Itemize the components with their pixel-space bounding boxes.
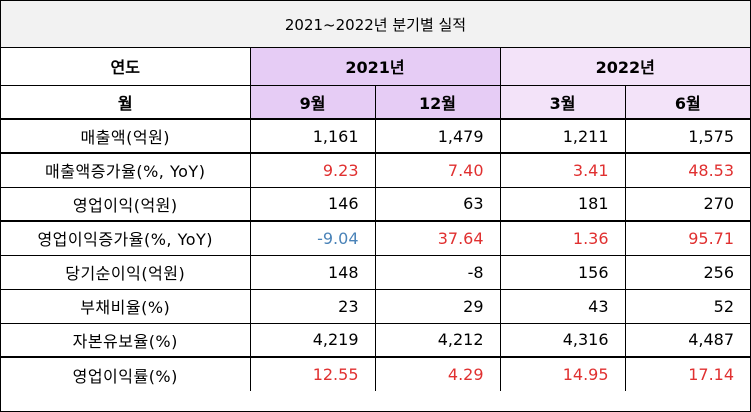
row-label: 당기순이익(억원) [1,254,251,290]
table-cell: 1,479 [374,118,501,154]
table-cell: -8 [374,254,501,290]
row-label: 부채비율(%) [1,288,251,324]
table-cell: 95.71 [624,220,751,256]
table-cell: 1,161 [249,118,376,154]
month-header-row: 월 9월 12월 3월 6월 [1,84,751,120]
table-row: 당기순이익(억원) 148 -8 156 256 [1,254,751,290]
table-title: 2021~2022년 분기별 실적 [1,1,750,48]
table-cell: 4,219 [249,322,376,358]
table-row: 부채비율(%) 23 29 43 52 [1,288,751,324]
row-label: 매출액(억원) [1,118,251,154]
table-row: 자본유보율(%) 4,219 4,212 4,316 4,487 [1,322,751,358]
month-label: 월 [1,84,251,120]
table-cell: 14.95 [499,356,626,391]
table-cell: 181 [499,186,626,222]
table-cell: 256 [624,254,751,290]
row-label: 영업이익률(%) [1,356,251,391]
row-label: 매출액증가율(%, YoY) [1,152,251,188]
table-cell: 17.14 [624,356,751,391]
month-header: 12월 [374,84,501,120]
table-cell: 4,487 [624,322,751,358]
table-cell: 43 [499,288,626,324]
table-cell: 4,212 [374,322,501,358]
table-cell: 156 [499,254,626,290]
table-row: 영업이익증가율(%, YoY) -9.04 37.64 1.36 95.71 [1,220,751,256]
table-row: 영업이익률(%) 12.55 4.29 14.95 17.14 [1,356,751,391]
year-2021-header: 2021년 [249,48,501,86]
table-cell: 48.53 [624,152,751,188]
table-row: 매출액(억원) 1,161 1,479 1,211 1,575 [1,118,751,154]
table-cell: 63 [374,186,501,222]
month-header: 3월 [499,84,626,120]
month-header: 9월 [249,84,376,120]
table-cell: 37.64 [374,220,501,256]
table-cell: 4,316 [499,322,626,358]
table-cell: 1,211 [499,118,626,154]
table-cell: 52 [624,288,751,324]
row-label: 영업이익(억원) [1,186,251,222]
row-label: 자본유보율(%) [1,322,251,358]
year-header-row: 연도 2021년 2022년 [1,48,751,86]
table-cell: -9.04 [249,220,376,256]
year-2022-header: 2022년 [499,48,751,86]
table-cell: 29 [374,288,501,324]
month-header: 6월 [624,84,751,120]
table-row: 매출액증가율(%, YoY) 9.23 7.40 3.41 48.53 [1,152,751,188]
table-cell: 146 [249,186,376,222]
table-cell: 12.55 [249,356,376,391]
row-label: 영업이익증가율(%, YoY) [1,220,251,256]
table-cell: 1,575 [624,118,751,154]
table-row: 영업이익(억원) 146 63 181 270 [1,186,751,222]
quarterly-results-table: 연도 2021년 2022년 월 9월 12월 3월 6월 매출액(억원) 1,… [1,48,751,391]
table-cell: 7.40 [374,152,501,188]
table-cell: 148 [249,254,376,290]
year-label: 연도 [1,48,251,86]
table-cell: 23 [249,288,376,324]
table-cell: 4.29 [374,356,501,391]
table-cell: 3.41 [499,152,626,188]
table-cell: 1.36 [499,220,626,256]
table-cell: 270 [624,186,751,222]
table-cell: 9.23 [249,152,376,188]
